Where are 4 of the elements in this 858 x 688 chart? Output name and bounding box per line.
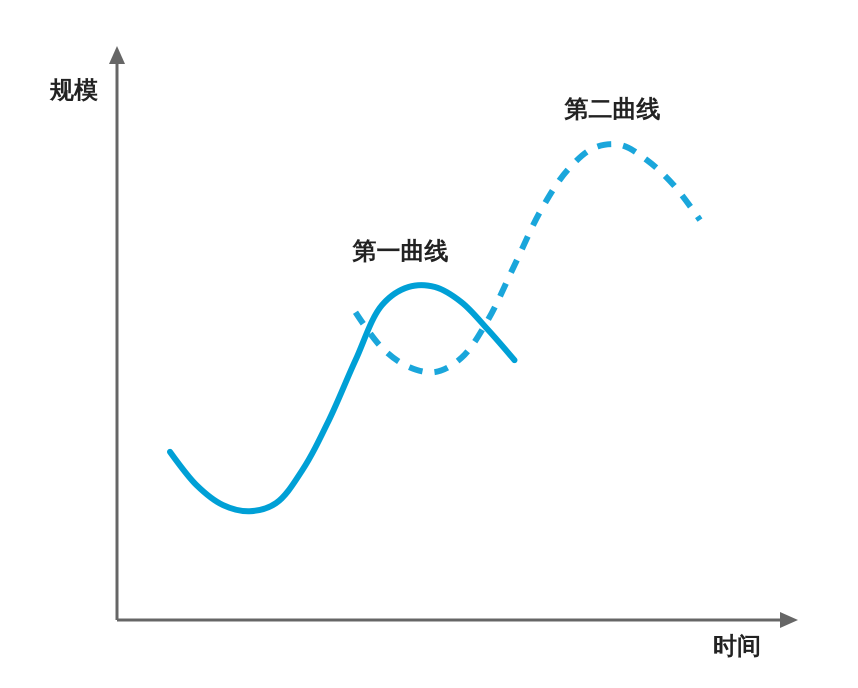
series-label: 第二曲线 <box>564 95 660 123</box>
x-axis-title: 时间 <box>713 632 761 660</box>
y-axis-title: 规模 <box>49 76 98 104</box>
series-label: 第一曲线 <box>352 237 448 266</box>
